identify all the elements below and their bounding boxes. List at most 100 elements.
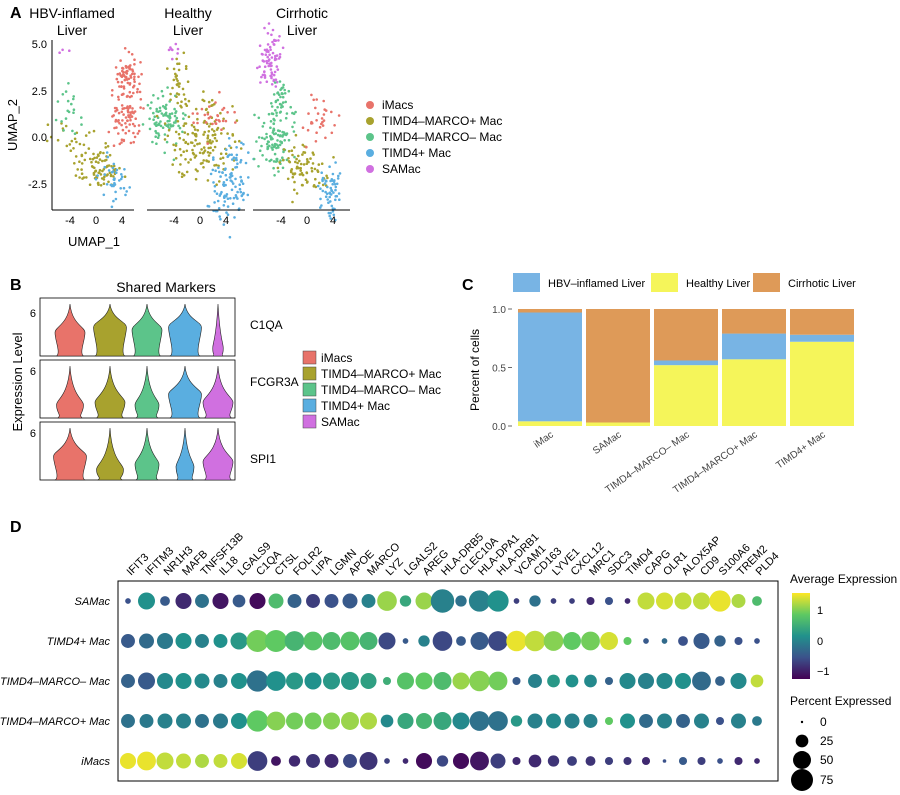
umap-point bbox=[272, 43, 276, 46]
umap-point bbox=[174, 72, 177, 76]
umap-point bbox=[102, 193, 106, 197]
umap-point bbox=[279, 119, 282, 122]
dotplot-dot bbox=[637, 592, 655, 610]
umap-point bbox=[307, 160, 310, 164]
umap-point bbox=[334, 188, 337, 192]
umap-point bbox=[176, 101, 179, 105]
bar-legend-swatch-hbv bbox=[513, 273, 540, 292]
umap-point bbox=[326, 198, 330, 201]
dotplot-dot bbox=[230, 672, 248, 690]
umap-point bbox=[124, 122, 127, 125]
umap-point bbox=[153, 115, 156, 118]
umap-point bbox=[286, 177, 290, 181]
umap-point bbox=[67, 82, 70, 85]
violin-legend-swatch bbox=[302, 382, 317, 397]
umap-point bbox=[265, 132, 268, 136]
dotplot-dot bbox=[624, 598, 631, 604]
umap-point bbox=[279, 134, 282, 137]
umap-point bbox=[176, 79, 179, 83]
umap-point bbox=[115, 77, 119, 81]
umap-point bbox=[281, 158, 285, 162]
umap-ytick-neg2.5: -2.5 bbox=[28, 179, 47, 191]
dotplot-dot bbox=[506, 630, 527, 652]
umap-point bbox=[270, 102, 273, 105]
umap-point bbox=[276, 133, 280, 137]
umap-point bbox=[155, 131, 158, 135]
umap-point bbox=[133, 75, 136, 79]
umap-point bbox=[283, 92, 287, 95]
dotplot-dot bbox=[567, 756, 577, 766]
umap-point bbox=[266, 147, 269, 151]
umap-point bbox=[191, 112, 195, 115]
dotplot-dot bbox=[510, 715, 523, 727]
dotplot-dot bbox=[285, 712, 304, 730]
umap-point bbox=[124, 64, 128, 68]
umap-point bbox=[275, 114, 278, 117]
umap-point bbox=[65, 144, 69, 148]
umap-point bbox=[78, 142, 82, 146]
umap-point bbox=[283, 132, 287, 136]
umap-point bbox=[182, 150, 185, 153]
umap-point bbox=[82, 176, 86, 179]
umap-point bbox=[163, 138, 167, 141]
umap-point bbox=[163, 122, 167, 125]
umap-point bbox=[154, 135, 157, 138]
dotplot-dot bbox=[692, 671, 711, 691]
umap-point bbox=[123, 78, 127, 82]
violin-legend-swatch bbox=[302, 350, 317, 365]
umap-point bbox=[219, 157, 222, 160]
umap-point bbox=[283, 139, 287, 142]
umap-point bbox=[212, 158, 215, 161]
umap-point bbox=[129, 118, 132, 122]
umap-point bbox=[270, 33, 273, 37]
dotplot-dot bbox=[643, 638, 649, 644]
umap-point bbox=[211, 140, 214, 143]
umap-point bbox=[107, 169, 111, 172]
umap-point bbox=[58, 51, 61, 54]
umap-point bbox=[131, 122, 135, 126]
dotplot-dot bbox=[212, 713, 229, 729]
umap-point bbox=[219, 217, 222, 221]
umap-point bbox=[227, 137, 231, 140]
dotplot-dot bbox=[623, 636, 632, 646]
umap-point bbox=[272, 160, 276, 163]
umap-point bbox=[334, 195, 338, 198]
umap-point bbox=[255, 140, 258, 143]
umap-point bbox=[270, 146, 274, 149]
umap-point bbox=[222, 162, 225, 165]
umap-point bbox=[266, 55, 270, 59]
umap-point bbox=[209, 122, 212, 126]
umap-point bbox=[138, 82, 141, 86]
bar-segment bbox=[722, 309, 786, 334]
umap-point bbox=[257, 165, 260, 168]
umap-point bbox=[269, 134, 272, 138]
umap-point bbox=[207, 160, 210, 163]
umap-point bbox=[98, 158, 102, 161]
umap-point bbox=[276, 98, 280, 102]
umap-point bbox=[272, 166, 275, 170]
dotplot-dot bbox=[436, 755, 449, 767]
umap-point bbox=[330, 204, 334, 208]
umap-point bbox=[120, 104, 124, 107]
umap-point bbox=[311, 162, 315, 165]
umap-point bbox=[113, 183, 117, 186]
umap-point bbox=[278, 35, 281, 38]
umap-point bbox=[185, 149, 189, 153]
umap-point bbox=[287, 138, 291, 142]
umap-point bbox=[224, 195, 228, 198]
umap-xtick: -4 bbox=[169, 215, 179, 227]
dotplot-dot bbox=[380, 714, 394, 728]
umap-point bbox=[208, 105, 211, 108]
umap-point bbox=[118, 142, 122, 146]
umap-point bbox=[112, 144, 116, 147]
umap-point bbox=[106, 145, 110, 148]
dotplot-frame bbox=[117, 580, 779, 782]
dotplot-dot bbox=[547, 755, 560, 767]
umap-point bbox=[202, 159, 205, 162]
umap-point bbox=[186, 132, 190, 136]
umap-point bbox=[273, 81, 277, 84]
umap-point bbox=[163, 151, 166, 155]
umap-point bbox=[263, 70, 266, 74]
umap-point bbox=[126, 105, 129, 108]
umap-point bbox=[175, 95, 178, 98]
